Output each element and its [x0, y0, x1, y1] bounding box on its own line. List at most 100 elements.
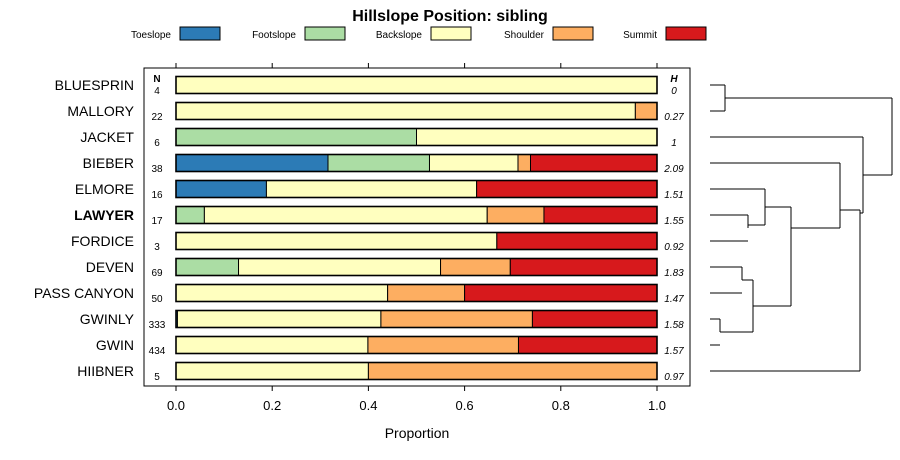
x-tick-label-0-0: 0.0 [167, 398, 185, 413]
x-tick-label-0-4: 0.4 [359, 398, 377, 413]
h-value-mallory: 0.27 [664, 112, 684, 123]
category-label-pass-canyon: PASS CANYON [34, 285, 134, 301]
h-value-elmore: 1.51 [664, 190, 683, 201]
category-label-lawyer: LAWYER [74, 207, 134, 223]
bar-segment-hiibner-backslope [175, 362, 369, 380]
n-value-pass-canyon: 50 [151, 294, 163, 305]
h-value-lawyer: 1.55 [664, 216, 684, 227]
bar-segment-jacket-footslope [175, 128, 417, 146]
n-value-gwin: 434 [149, 346, 166, 357]
x-tick-label-0-6: 0.6 [456, 398, 474, 413]
bar-outline-jacket [175, 127, 658, 147]
bar-outline-gwin [175, 335, 658, 355]
h-value-pass-canyon: 1.47 [664, 294, 684, 305]
category-label-hiibner: HIIBNER [77, 363, 134, 379]
bar-outline-pass-canyon [175, 283, 658, 303]
legend-label-summit: Summit [623, 30, 657, 41]
h-value-hiibner: 0.97 [664, 372, 684, 383]
bar-segment-gwinly-shoulder [380, 310, 533, 328]
bar-segment-gwin-backslope [175, 336, 369, 354]
legend-swatch-toeslope [179, 26, 221, 41]
legend-label-footslope: Footslope [252, 30, 296, 41]
bar-segment-pass-canyon-backslope [175, 284, 389, 302]
bar-rows: BLUESPRIN 4 0 MALLORY 22 0.27 JACKET 6 1 BIEBER 38… [34, 75, 684, 383]
n-value-lawyer: 17 [151, 216, 163, 227]
bar-segment-mallory-shoulder [634, 102, 658, 120]
n-value-mallory: 22 [151, 112, 163, 123]
bar-segment-lawyer-footslope [175, 206, 205, 224]
n-value-gwinly: 333 [149, 320, 166, 331]
bar-segment-fordice-backslope [175, 232, 498, 250]
category-label-fordice: FORDICE [71, 233, 134, 249]
legend-label-toeslope: Toeslope [131, 30, 171, 41]
bar-segment-elmore-summit [476, 180, 658, 198]
bar-segment-deven-backslope [238, 258, 442, 276]
bar-segment-jacket-backslope [416, 128, 658, 146]
h-value-jacket: 1 [671, 138, 677, 149]
category-label-jacket: JACKET [80, 129, 134, 145]
bar-segment-gwin-summit [517, 336, 658, 354]
category-label-bluesprin: BLUESPRIN [55, 77, 134, 93]
bar-segment-lawyer-shoulder [486, 206, 545, 224]
x-axis-label: Proportion [385, 425, 450, 441]
bar-segment-pass-canyon-shoulder [387, 284, 466, 302]
bar-segment-lawyer-summit [543, 206, 658, 224]
bar-segment-bieber-summit [529, 154, 658, 172]
bar-segment-lawyer-backslope [203, 206, 488, 224]
bar-outline-deven [175, 257, 658, 277]
bar-segment-gwin-shoulder [367, 336, 519, 354]
x-tick-label-1-0: 1.0 [648, 398, 666, 413]
legend-label-shoulder: Shoulder [504, 30, 545, 41]
bar-outline-elmore [175, 179, 658, 199]
bar-segment-deven-summit [509, 258, 658, 276]
bar-segment-elmore-backslope [265, 180, 478, 198]
bar-outline-bieber [175, 153, 658, 173]
bar-segment-gwinly-summit [531, 310, 658, 328]
category-label-elmore: ELMORE [75, 181, 134, 197]
bar-segment-bieber-shoulder [517, 154, 531, 172]
legend-swatch-summit [665, 26, 707, 41]
n-column-header: N [153, 74, 160, 85]
n-value-bieber: 38 [151, 164, 163, 175]
bar-outline-gwinly [175, 309, 658, 329]
legend: Toeslope Footslope Backslope Shoulder Summit [131, 26, 707, 41]
h-value-deven: 1.83 [664, 268, 684, 279]
bar-segment-bieber-backslope [428, 154, 519, 172]
bar-outline-lawyer [175, 205, 658, 225]
legend-label-backslope: Backslope [376, 30, 423, 41]
category-label-gwin: GWIN [96, 337, 134, 353]
category-label-mallory: MALLORY [67, 103, 134, 119]
x-axis: 0.0 0.2 0.4 0.6 0.8 1.0 [167, 63, 666, 413]
bar-outline-hiibner [175, 361, 658, 381]
n-value-deven: 69 [151, 268, 163, 279]
bar-segment-bluesprin-backslope [175, 76, 658, 94]
bar-segment-deven-footslope [175, 258, 240, 276]
h-value-bieber: 2.09 [663, 164, 684, 175]
bar-segment-pass-canyon-summit [464, 284, 658, 302]
plot-panel-frame [143, 67, 691, 387]
x-tick-label-0-2: 0.2 [263, 398, 281, 413]
h-column-header: H [670, 74, 678, 85]
legend-swatch-shoulder [552, 26, 594, 41]
n-value-elmore: 16 [151, 190, 163, 201]
category-label-bieber: BIEBER [83, 155, 134, 171]
h-value-gwin: 1.57 [664, 346, 684, 357]
bar-segment-mallory-backslope [175, 102, 636, 120]
bar-outline-mallory [175, 101, 658, 121]
n-value-hiibner: 5 [154, 372, 160, 383]
category-label-gwinly: GWINLY [80, 311, 135, 327]
legend-swatch-backslope [430, 26, 472, 41]
chart-title: Hillslope Position: sibling [352, 8, 548, 25]
x-tick-label-0-8: 0.8 [552, 398, 570, 413]
bar-segment-bieber-footslope [327, 154, 430, 172]
n-value-fordice: 3 [154, 242, 160, 253]
bar-segment-gwinly-backslope [176, 310, 382, 328]
dendrogram [710, 84, 893, 372]
bar-outline-bluesprin [175, 75, 658, 95]
bar-outline-fordice [175, 231, 658, 251]
h-value-fordice: 0.92 [664, 242, 684, 253]
h-value-gwinly: 1.58 [664, 320, 684, 331]
bar-segment-hiibner-shoulder [367, 362, 658, 380]
bar-segment-elmore-toeslope [175, 180, 267, 198]
